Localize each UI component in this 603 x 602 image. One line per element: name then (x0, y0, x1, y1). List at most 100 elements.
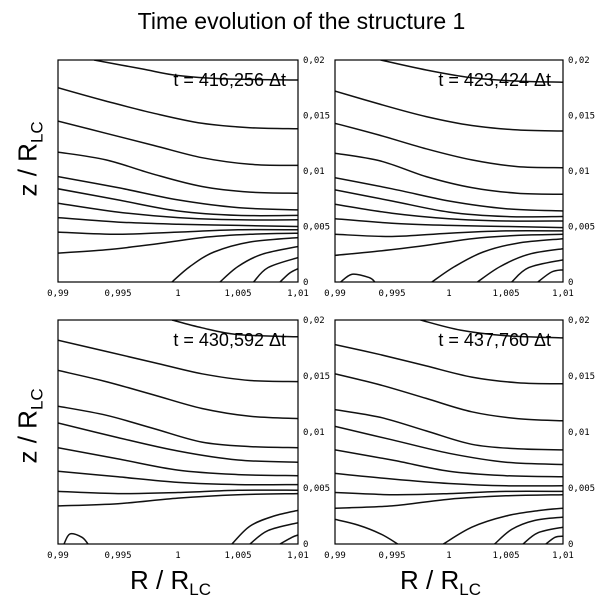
panel-frame (334, 59, 564, 283)
y-tick-label: 0,01 (568, 428, 590, 438)
contour-line-11 (442, 507, 563, 544)
x-tick-label: 0,995 (378, 551, 405, 561)
panel-frame (57, 59, 299, 283)
x-tick-label: 0,995 (378, 289, 405, 299)
panel-frame (334, 319, 564, 545)
panel-3: 0,99 0,995 1 1,005 1,010 0,005 0,01 0,015 0,02 t … (47, 316, 330, 561)
contour-line-12 (219, 245, 298, 282)
contour-line-5 (335, 176, 563, 212)
contour-line-10 (335, 233, 563, 257)
x-tick-label: 1,01 (287, 551, 309, 561)
contour-line-11 (231, 509, 298, 544)
x-axis-label-main: R / R (400, 565, 460, 595)
contour-line-13 (522, 526, 563, 544)
y-tick-label: 0,005 (568, 484, 595, 494)
contour-lines (335, 60, 563, 282)
contour-line-2 (335, 90, 563, 132)
x-tick-label: 1 (446, 551, 451, 561)
contour-line-10 (58, 232, 298, 254)
contour-line-2 (335, 343, 563, 385)
contour-line-14 (545, 535, 563, 544)
y-tick-label: 0,005 (568, 223, 595, 233)
x-tick-label: 1 (175, 289, 180, 299)
x-axis-label-sub: LC (459, 580, 481, 599)
y-tick-label: 0,01 (303, 428, 325, 438)
contour-line-13 (477, 247, 563, 282)
contour-lines (58, 320, 298, 544)
x-axis-label-sub: LC (189, 580, 211, 599)
y-tick-label: 0 (303, 278, 308, 288)
panel-1: 0,99 0,995 1 1,005 1,010 0,005 0,01 0,015 0,02 t … (47, 56, 330, 299)
x-axis-label-right: R / RLC (400, 565, 481, 600)
x-tick-label: 1,005 (492, 551, 519, 561)
time-annotation: t = 423,424 Δt (438, 70, 551, 90)
contour-line-1 (380, 60, 563, 83)
contour-line-6 (335, 189, 563, 218)
figure-title: Time evolution of the structure 1 (137, 8, 466, 34)
y-tick-label: 0,015 (568, 372, 595, 382)
contour-line-6 (58, 188, 298, 217)
x-tick-label: 1 (446, 289, 451, 299)
contour-line-1 (171, 320, 298, 338)
contour-line-4 (58, 151, 298, 194)
y-tick-label: 0,02 (568, 316, 590, 326)
y-tick-label: 0 (303, 540, 308, 550)
contour-line-13 (253, 256, 298, 282)
contour-line-11 (171, 236, 298, 282)
panel-2: 0,99 0,995 1 1,005 1,010 0,005 0,01 0,015 0,02 t … (324, 56, 595, 299)
contour-line-9 (335, 493, 563, 509)
time-annotation: t = 416,256 Δt (173, 70, 286, 90)
y-tick-label: 0,005 (303, 223, 330, 233)
contour-line-5 (335, 425, 563, 466)
contour-line-12 (494, 516, 563, 544)
contour-line-12 (431, 237, 563, 282)
contour-lines (335, 320, 563, 544)
y-tick-label: 0,01 (303, 167, 325, 177)
x-tick-label: 0,995 (104, 289, 131, 299)
x-tick-label: 0,99 (47, 289, 69, 299)
y-tick-label: 0,005 (303, 484, 330, 494)
contour-line-1 (420, 320, 563, 339)
x-tick-label: 1,01 (552, 289, 574, 299)
contour-line-9 (58, 228, 298, 236)
y-tick-label: 0,015 (568, 112, 595, 122)
y-tick-label: 0,015 (303, 112, 330, 122)
panel-4: 0,99 0,995 1 1,005 1,010 0,005 0,01 0,015 0,02 t … (324, 316, 595, 561)
x-axis-label-left: R / RLC (130, 565, 211, 600)
contour-line-8 (335, 217, 563, 229)
contour-line-14 (511, 259, 563, 282)
x-tick-label: 1 (175, 551, 180, 561)
y-tick-label: 0,02 (303, 316, 325, 326)
x-tick-label: 1,01 (552, 551, 574, 561)
contour-lines (58, 60, 298, 282)
x-tick-label: 1,005 (224, 551, 251, 561)
panel-frame (57, 319, 299, 545)
contour-line-3 (58, 369, 298, 420)
x-axis-label-main: R / R (130, 565, 190, 595)
x-tick-label: 0,99 (47, 551, 69, 561)
contour-line-12 (249, 521, 298, 544)
y-tick-label: 0,02 (568, 56, 590, 66)
contour-line-5 (58, 175, 298, 211)
contour-line-10 (63, 532, 89, 544)
contour-line-9 (58, 492, 298, 507)
y-tick-label: 0,02 (303, 56, 325, 66)
contour-line-1 (93, 60, 298, 81)
contour-line-3 (335, 373, 563, 422)
contour-line-3 (58, 120, 298, 167)
contour-line-7 (335, 472, 563, 487)
y-tick-label: 0,01 (568, 167, 590, 177)
contour-line-4 (58, 405, 298, 449)
x-tick-label: 0,99 (324, 551, 346, 561)
y-tick-label: 0,015 (303, 372, 330, 382)
contour-line-13 (279, 534, 298, 544)
contour-line-8 (58, 216, 298, 228)
x-tick-label: 1,01 (287, 289, 309, 299)
x-tick-label: 1,005 (492, 289, 519, 299)
x-tick-label: 1,005 (224, 289, 251, 299)
contour-line-7 (58, 470, 298, 486)
contour-line-2 (58, 86, 298, 130)
y-tick-label: 0 (568, 278, 573, 288)
contour-line-11 (340, 273, 376, 282)
